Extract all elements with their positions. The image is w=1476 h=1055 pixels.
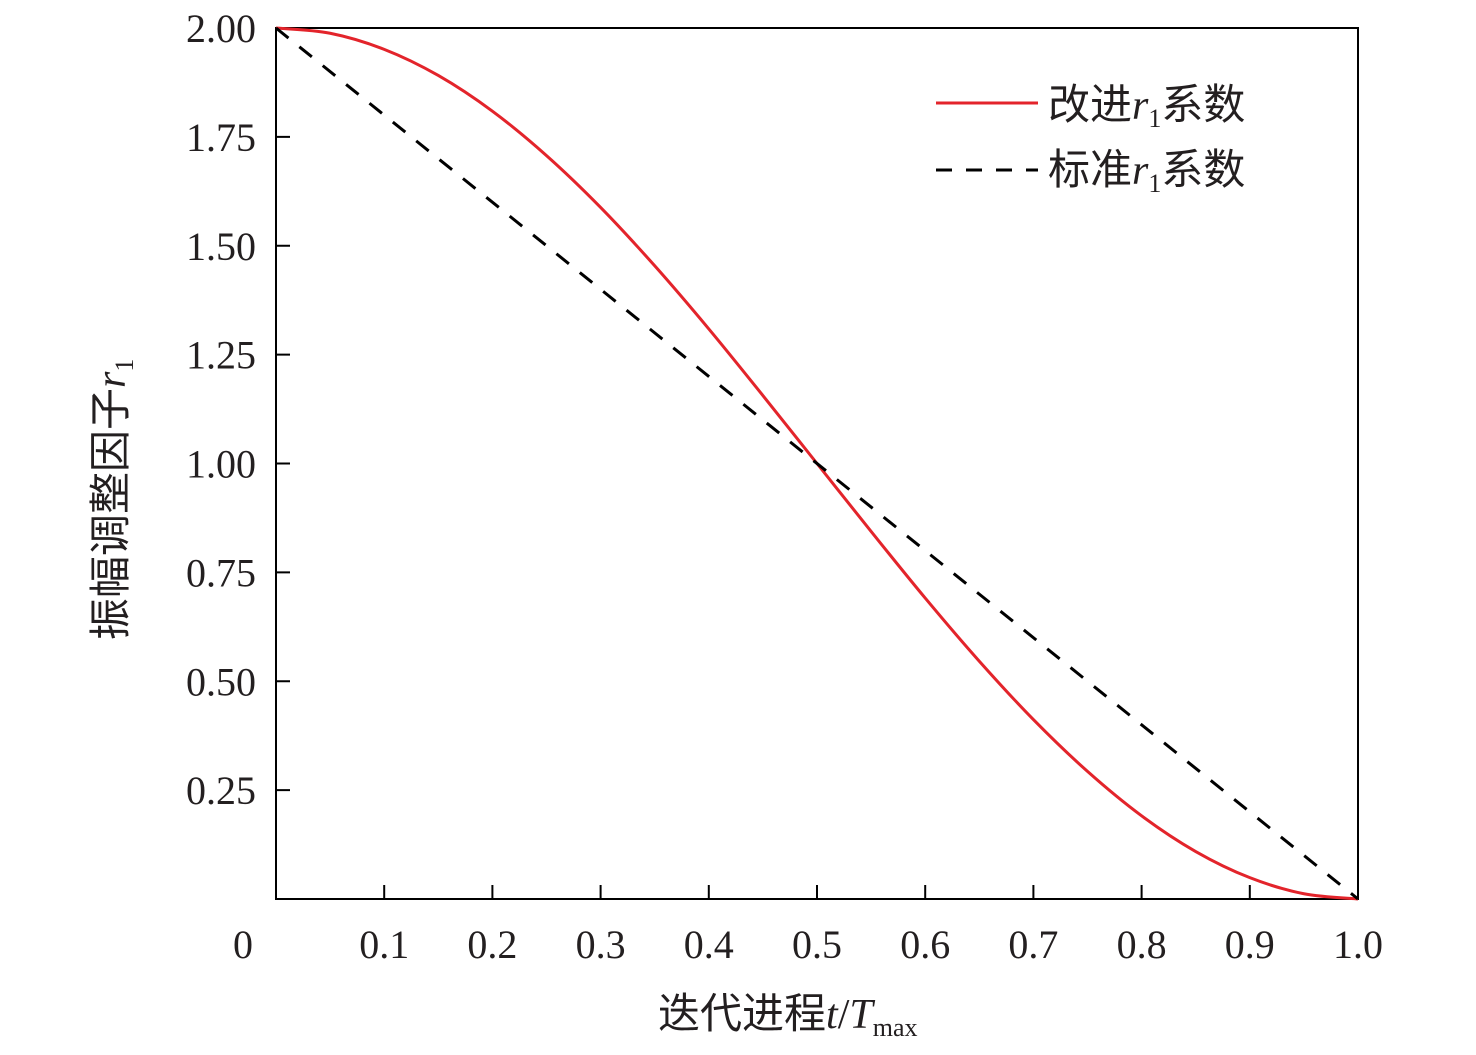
y-tick-label: 0.75 <box>186 550 256 595</box>
x-tick-label: 0.6 <box>900 922 950 967</box>
series-line-standard <box>275 26 1359 901</box>
y-tick-label: 0.50 <box>186 659 256 704</box>
x-tick-label: 0.7 <box>1008 922 1058 967</box>
x-tick-label: 0.1 <box>359 922 409 967</box>
legend: 改进r1系数 标准r1系数 <box>936 83 1245 198</box>
y-tick-label: 1.25 <box>186 333 256 378</box>
y-axis-label: 振幅调整因子r1 <box>89 359 139 640</box>
x-tick-label: 0.2 <box>467 922 517 967</box>
y-tick-label: 2.00 <box>186 6 256 51</box>
x-tick-label: 1.0 <box>1333 922 1383 967</box>
y-tick-label: 1.00 <box>186 442 256 487</box>
y-tick-label: 0.25 <box>186 768 256 813</box>
x-tick-label: 0.3 <box>576 922 626 967</box>
x-tick-label: 0.9 <box>1225 922 1275 967</box>
legend-label-standard: 标准r1系数 <box>1048 148 1245 198</box>
x-tick-label: 0.8 <box>1117 922 1167 967</box>
x-tick-label: 0 <box>233 922 253 967</box>
y-tick-label: 1.75 <box>186 115 256 160</box>
y-tick-label: 1.50 <box>186 224 256 269</box>
x-tick-label: 0.4 <box>684 922 734 967</box>
legend-label-improved: 改进r1系数 <box>1048 83 1245 133</box>
x-tick-label: 0.5 <box>792 922 842 967</box>
x-axis-label: 迭代进程t/Tmax <box>658 992 917 1042</box>
